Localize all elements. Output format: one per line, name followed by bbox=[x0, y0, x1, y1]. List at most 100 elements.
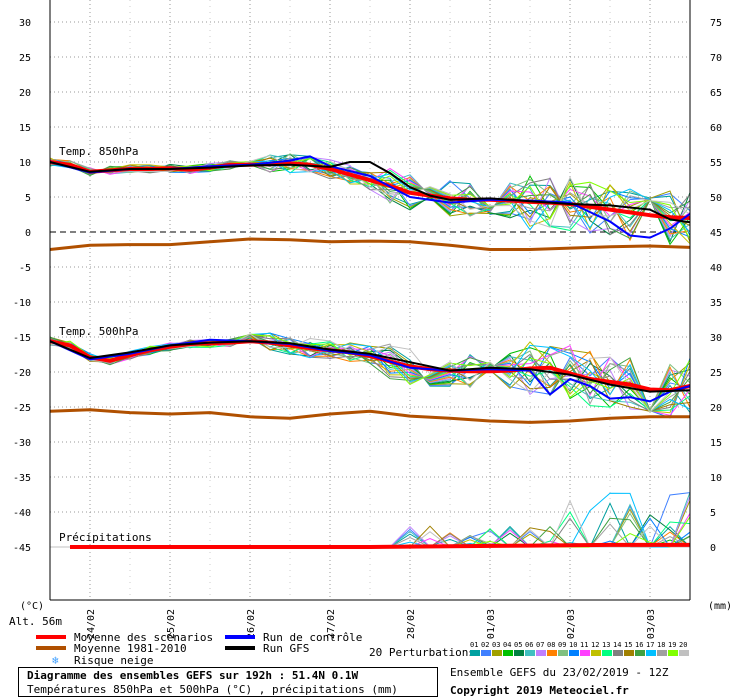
y-left-tick-label: 10 bbox=[19, 158, 31, 169]
y-left-tick-label: -10 bbox=[13, 298, 31, 309]
y-right-tick-label: 25 bbox=[710, 368, 722, 379]
y-right-tick-label: 35 bbox=[710, 298, 722, 309]
y-left-tick-label: -45 bbox=[13, 543, 31, 554]
perturbation-color-swatch bbox=[492, 650, 502, 656]
legend-label-snow: Risque neige bbox=[74, 654, 153, 667]
x-tick-label: 02/03 bbox=[566, 609, 577, 639]
perturbation-id-label: 18 bbox=[657, 641, 665, 649]
perturbation-line bbox=[49, 157, 691, 236]
y-right-tick-label: 0 bbox=[710, 543, 716, 554]
y-left-tick-label: -30 bbox=[13, 438, 31, 449]
perturbation-color-swatch bbox=[613, 650, 623, 656]
perturbation-id-label: 03 bbox=[492, 641, 500, 649]
x-tick-label: 26/02 bbox=[246, 609, 257, 639]
perturbation-id-label: 12 bbox=[591, 641, 599, 649]
series-line-précipitations-moyenne-des-sc-narios bbox=[70, 542, 690, 549]
y-left-tick-label: -5 bbox=[19, 263, 31, 274]
perturbation-legend: 01 02 03 04 05 06 07 08 09 10 11 12 13 14 15 16 17 18 19 20 bbox=[470, 641, 689, 656]
y-right-tick-label: 40 bbox=[710, 263, 722, 274]
perturbation-line bbox=[49, 154, 691, 228]
perturbation-color-swatch bbox=[481, 650, 491, 656]
right-unit-label: (mm) bbox=[708, 601, 732, 612]
perturbation-color-swatch bbox=[470, 650, 480, 656]
perturbation-id-label: 17 bbox=[646, 641, 654, 649]
y-right-tick-label: 15 bbox=[710, 438, 722, 449]
perturbation-id-label: 04 bbox=[503, 641, 511, 649]
series-line-850hpa-run-gfs bbox=[49, 161, 691, 224]
y-left-tick-label: -35 bbox=[13, 473, 31, 484]
altitude-label: Alt. 56m bbox=[9, 615, 62, 628]
perturbation-color-swatch bbox=[558, 650, 568, 656]
perturbation-id-label: 16 bbox=[635, 641, 643, 649]
y-right-tick-label: 45 bbox=[710, 228, 722, 239]
y-right-tick-label: 50 bbox=[710, 193, 722, 204]
y-right-tick-label: 30 bbox=[710, 333, 722, 344]
copyright: Copyright 2019 Meteociel.fr bbox=[450, 684, 629, 697]
snowflake-icon: ❄ bbox=[52, 654, 59, 667]
legend-label-climate: Moyenne 1981-2010 bbox=[74, 642, 187, 655]
perturbation-id-label: 09 bbox=[558, 641, 566, 649]
perturbation-color-swatch bbox=[624, 650, 634, 656]
legend-label-gfs: Run GFS bbox=[263, 642, 309, 655]
perturbation-line bbox=[49, 332, 691, 413]
title-box: Diagramme des ensembles GEFS sur 192h : … bbox=[18, 667, 438, 697]
perturbation-color-swatch bbox=[547, 650, 557, 656]
y-right-tick-label: 65 bbox=[710, 88, 722, 99]
series-line-500hpa-run-gfs bbox=[49, 340, 691, 393]
panel-label-500: Temp. 500hPa bbox=[59, 325, 138, 338]
perturbation-id-label: 10 bbox=[569, 641, 577, 649]
x-tick-label: 27/02 bbox=[326, 609, 337, 639]
perturbation-color-swatch bbox=[580, 650, 590, 656]
legend: Moyenne des scénarios Moyenne 1981-2010 … bbox=[36, 631, 689, 667]
panel-label-precip: Précipitations bbox=[59, 531, 152, 544]
y-right-tick-label: 70 bbox=[710, 53, 722, 64]
series-line-850hpa-moyenne-1981-2010 bbox=[49, 237, 691, 251]
perturbation-id-label: 20 bbox=[679, 641, 687, 649]
chart-subtitle: Températures 850hPa et 500hPa (°C) , pré… bbox=[27, 683, 398, 696]
perturbation-color-swatch bbox=[635, 650, 645, 656]
perturbation-line bbox=[49, 332, 691, 411]
perturbation-line bbox=[49, 333, 691, 413]
y-right-tick-label: 20 bbox=[710, 403, 722, 414]
y-left-tick-label: -25 bbox=[13, 403, 31, 414]
main-series-lines bbox=[49, 155, 691, 549]
perturbation-id-label: 13 bbox=[602, 641, 610, 649]
perturbation-color-swatch bbox=[591, 650, 601, 656]
perturbation-color-swatch bbox=[646, 650, 656, 656]
legend-label-mean: Moyenne des scénarios bbox=[74, 631, 213, 644]
legend-label-control: Run de contrôle bbox=[263, 631, 362, 644]
y-left-tick-label: 25 bbox=[19, 53, 31, 64]
perturbation-id-label: 02 bbox=[481, 641, 489, 649]
y-left-tick-label: 30 bbox=[19, 18, 31, 29]
x-tick-label: 24/02 bbox=[86, 609, 97, 639]
perturbation-color-swatch bbox=[657, 650, 667, 656]
chart-grid bbox=[49, 0, 691, 600]
x-tick-label: 01/03 bbox=[486, 609, 497, 639]
y-right-tick-label: 75 bbox=[710, 18, 722, 29]
y-right-tick-label: 10 bbox=[710, 473, 722, 484]
y-left-tick-label: -40 bbox=[13, 508, 31, 519]
perturbation-id-label: 08 bbox=[547, 641, 555, 649]
perturbation-id-label: 05 bbox=[514, 641, 522, 649]
y-left-tick-label: 15 bbox=[19, 123, 31, 134]
y-right-tick-label: 55 bbox=[710, 158, 722, 169]
y-left-tick-label: 20 bbox=[19, 88, 31, 99]
chart-title: Diagramme des ensembles GEFS sur 192h : … bbox=[27, 669, 359, 682]
panel-label-850: Temp. 850hPa bbox=[59, 145, 138, 158]
y-right-tick-label: 60 bbox=[710, 123, 722, 134]
perturbation-id-label: 07 bbox=[536, 641, 544, 649]
perturbation-id-label: 06 bbox=[525, 641, 533, 649]
perturbation-color-swatch bbox=[514, 650, 524, 656]
perturbations-label: 20 Perturbations bbox=[369, 646, 475, 659]
y-left-tick-label: -20 bbox=[13, 368, 31, 379]
y-left-tick-label: 5 bbox=[25, 193, 31, 204]
y-right-tick-label: 5 bbox=[710, 508, 716, 519]
y-left-tick-label: 0 bbox=[25, 228, 31, 239]
perturbation-id-label: 15 bbox=[624, 641, 632, 649]
left-unit-label: (°C) bbox=[20, 601, 44, 612]
perturbation-id-label: 11 bbox=[580, 641, 588, 649]
perturbation-color-swatch bbox=[569, 650, 579, 656]
y-left-tick-label: -15 bbox=[13, 333, 31, 344]
